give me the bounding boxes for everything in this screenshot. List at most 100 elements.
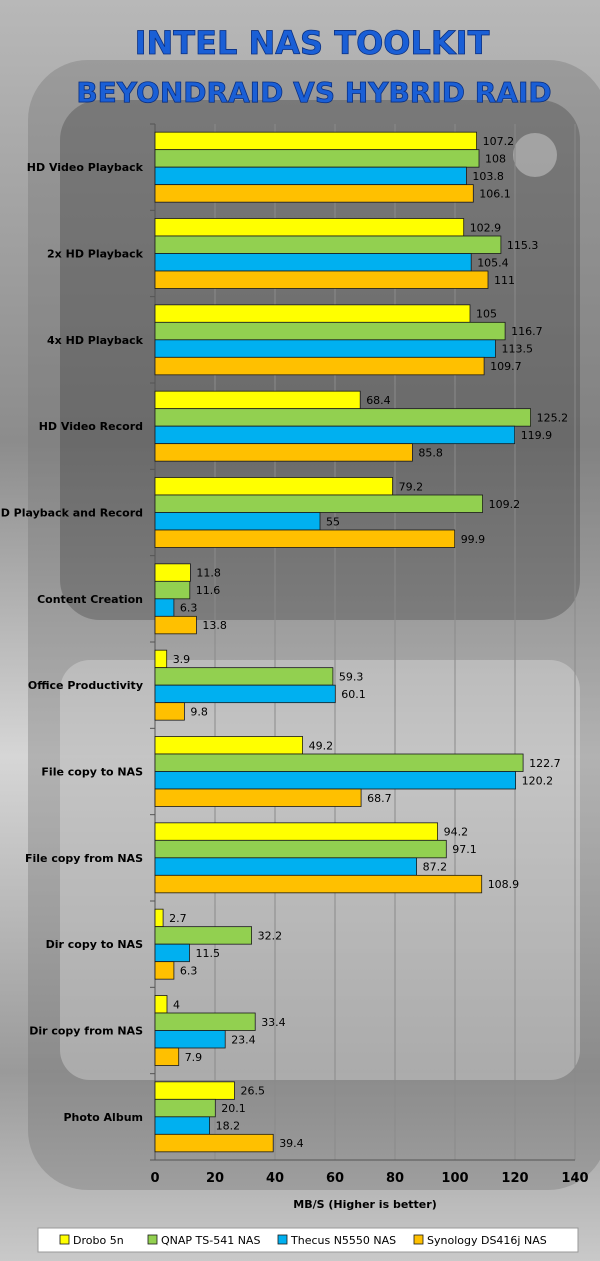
bar (154, 702, 185, 721)
bars: 107.2 108 103.8 106.1 102.9 115.3 105.4 111 105 1… (154, 131, 568, 1153)
legend-swatch (59, 1234, 70, 1245)
category-label: File copy to NAS (41, 766, 143, 779)
bar (154, 304, 471, 323)
data-label: 103.8 (472, 170, 504, 183)
tick-label: 100 (441, 1171, 468, 1186)
data-label: 26.5 (241, 1085, 266, 1098)
data-label: 79.2 (399, 480, 424, 493)
data-label: 3.9 (173, 653, 191, 666)
bar (154, 443, 413, 462)
data-label: 23.4 (231, 1033, 256, 1046)
category-label: Dir copy to NAS (46, 938, 143, 951)
plot-area (150, 123, 575, 1161)
bar (154, 563, 191, 582)
category-label: Photo Album (63, 1111, 143, 1124)
tick-label: 80 (386, 1171, 404, 1186)
bar (154, 908, 164, 928)
data-label: 94.2 (444, 826, 469, 839)
bar (154, 857, 418, 876)
data-label: 6.3 (180, 964, 198, 977)
category-label: HD Playback and Record (0, 507, 143, 520)
legend-swatch (277, 1234, 288, 1245)
category-label: Office Productivity (28, 679, 143, 692)
legend-entry: Drobo 5n (73, 1234, 124, 1247)
category-labels: HD Video Playback 2x HD Playback 4x HD Pla… (0, 161, 144, 1124)
bar (154, 149, 480, 168)
bar (154, 598, 175, 617)
tick-label: 40 (266, 1171, 284, 1186)
tick-label: 60 (326, 1171, 344, 1186)
x-axis-title: MB/S (Higher is better) (293, 1198, 436, 1211)
data-label: 13.8 (202, 619, 227, 632)
bar (154, 184, 474, 203)
bar (154, 1116, 210, 1135)
data-label: 111 (494, 274, 515, 287)
data-label: 11.5 (196, 947, 221, 960)
bar (154, 753, 524, 772)
data-label: 120.2 (522, 774, 554, 787)
bar (154, 926, 252, 945)
bar (154, 390, 361, 410)
bar (154, 615, 197, 635)
bar (154, 529, 456, 548)
bar (154, 771, 517, 790)
bar (154, 512, 321, 531)
data-label: 116.7 (511, 325, 542, 338)
data-label: 109.7 (490, 360, 521, 373)
bar (154, 667, 334, 686)
bar (154, 408, 532, 427)
data-label: 108 (485, 152, 506, 165)
bar (154, 961, 175, 980)
data-label: 119.9 (521, 429, 553, 442)
bar (154, 684, 336, 704)
grid-lines (154, 124, 576, 1160)
data-label: 4 (173, 998, 180, 1011)
data-label: 107.2 (483, 135, 514, 148)
data-label: 33.4 (261, 1016, 286, 1029)
bar (154, 1081, 235, 1100)
bar (154, 1133, 274, 1153)
chart-title: INTEL NAS TOOLKIT (135, 24, 490, 62)
data-label: 32.2 (258, 929, 283, 942)
legend: Drobo 5n QNAP TS-541 NAS Thecus N5550 NAS S… (37, 1227, 579, 1253)
data-label: 9.8 (190, 705, 208, 718)
legend-entry: QNAP TS-541 NAS (161, 1234, 260, 1247)
data-label: 113.5 (502, 343, 534, 356)
category-label: 4x HD Playback (47, 334, 144, 347)
data-label: 68.4 (366, 394, 391, 407)
x-axis-ticks: 0 20 40 60 80 100 120 140 (150, 1171, 588, 1186)
chart-subtitle: BEYONDRAID VS HYBRID RAID (76, 76, 551, 109)
bar (154, 477, 394, 496)
category-label: Content Creation (37, 593, 143, 606)
bar (154, 270, 489, 289)
bar (154, 874, 483, 894)
legend-swatch (147, 1234, 158, 1245)
bar (154, 995, 168, 1014)
bar (154, 1098, 216, 1118)
legend-swatch (413, 1234, 424, 1245)
bar (154, 580, 191, 600)
tick-label: 20 (206, 1171, 224, 1186)
data-label: 11.6 (196, 584, 221, 597)
bar (154, 339, 496, 358)
data-label: 122.7 (529, 757, 561, 770)
data-label: 20.1 (221, 1102, 246, 1115)
bar (154, 788, 362, 807)
data-label: 109.2 (489, 498, 520, 511)
data-label: 55 (326, 515, 340, 528)
data-label: 49.2 (309, 739, 334, 752)
data-label: 85.8 (418, 446, 443, 459)
data-label: 7.9 (185, 1051, 203, 1064)
legend-entry: Thecus N5550 NAS (290, 1234, 396, 1247)
category-label: HD Video Playback (27, 161, 144, 174)
data-label: 99.9 (461, 533, 486, 546)
bar (154, 839, 447, 859)
data-label: 108.9 (488, 878, 520, 891)
bar (154, 166, 467, 186)
tick-label: 0 (150, 1171, 159, 1186)
data-label: 87.2 (423, 861, 448, 874)
data-label: 6.3 (180, 602, 198, 615)
data-label: 68.7 (367, 792, 392, 805)
bar (154, 494, 484, 513)
